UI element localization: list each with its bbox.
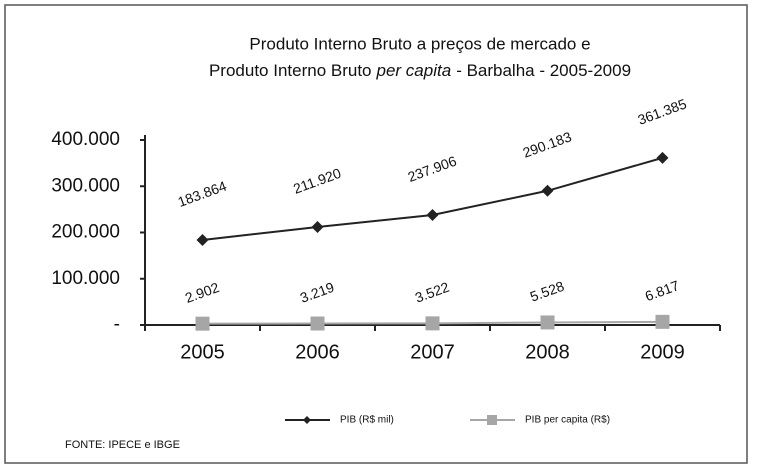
point <box>195 316 210 331</box>
x-tick-label: 2005 <box>180 341 225 363</box>
point <box>311 220 324 233</box>
y-tick-label: 300.000 <box>51 175 120 196</box>
point <box>196 233 209 246</box>
x-tick-label: 2008 <box>525 341 570 363</box>
point <box>425 316 440 331</box>
x-tick-label: 2007 <box>410 341 455 363</box>
y-tick-label: - <box>114 314 120 335</box>
chart-title: Produto Interno Bruto a preços de mercad… <box>249 34 590 53</box>
point <box>656 151 669 164</box>
source: FONTE: IPECE e IBGE <box>65 439 180 451</box>
legend-marker <box>487 415 497 425</box>
x-tick-label: 2009 <box>640 341 685 363</box>
legend-label: PIB (R$ mil) <box>340 415 394 426</box>
x-tick-label: 2006 <box>295 341 340 363</box>
title-part: Produto Interno Bruto <box>209 61 372 80</box>
chart-title: Produto Interno Bruto per capita - Barbalh… <box>209 61 631 80</box>
point <box>310 316 325 331</box>
y-tick-label: 200.000 <box>51 222 120 243</box>
point <box>426 208 439 221</box>
y-tick-label: 400.000 <box>51 129 120 150</box>
y-tick-label: 100.000 <box>51 268 120 289</box>
legend-marker <box>303 416 311 424</box>
point <box>540 315 555 330</box>
point <box>655 314 670 329</box>
frame <box>4 4 748 464</box>
point <box>541 184 554 197</box>
legend-label: PIB per capita (R$) <box>525 415 610 426</box>
title-part: per capita <box>376 61 452 80</box>
title-part: - Barbalha - 2005-2009 <box>456 61 631 80</box>
